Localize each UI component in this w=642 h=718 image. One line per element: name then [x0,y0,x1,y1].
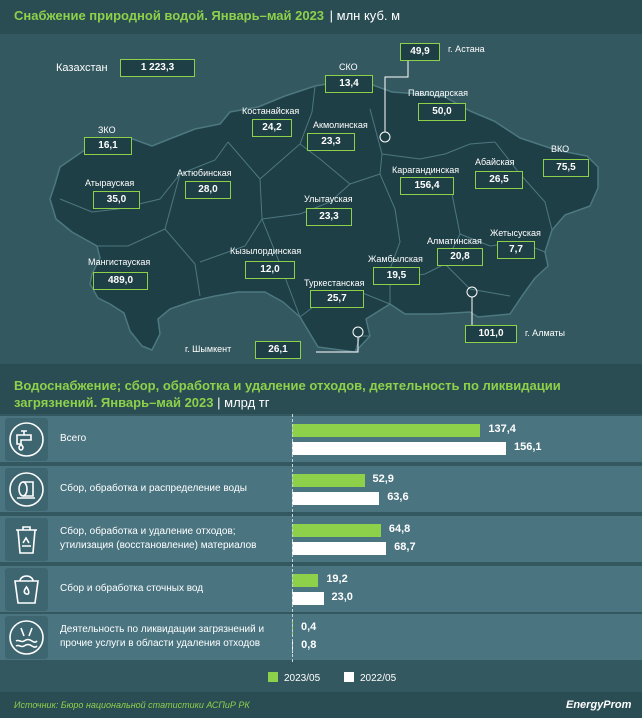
source-note: Источник: Бюро национальной статистики А… [14,700,250,710]
water-pipe-icon [5,468,48,511]
chart-row: Сбор и обработка сточных вод 19,2 23,0 [0,566,642,612]
recycle-bin-icon [5,518,48,561]
region-label-zko: ЗКО [98,125,116,135]
legend-item-2022: 2022/05 [344,672,396,684]
region-label-turkestan: Туркестанская [304,278,365,288]
bar-2022-05 [292,542,387,555]
region-label-almaty-city: г. Алматы [525,328,566,338]
category-label: Сбор, обработка и распределение воды [60,482,247,496]
region-value-turkestan: 25,7 [310,290,364,308]
region-label-ulytau: Улытауская [304,194,353,204]
region-label-zhetisu: Жетысуская [490,228,541,238]
data-label: 52,9 [372,473,394,485]
water-tap-icon [5,418,48,461]
region-label-atyrau: Атырауская [85,178,135,188]
region-label-akmola: Акмолинская [313,120,368,130]
bar-2022-05 [292,492,380,505]
region-value-shymkent: 26,1 [255,341,301,359]
region-value-zhambyl: 19,5 [373,267,420,285]
region-value-zko: 16,1 [84,137,132,155]
region-label-shymkent: г. Шымкент [185,344,232,354]
category-label: Сбор и обработка сточных вод [60,582,203,596]
region-label-almaty-region: Алматинская [427,236,482,246]
region-value-mangistau: 489,0 [93,272,148,290]
bar-2023-05 [292,474,365,487]
region-label-kyzylorda: Кызылординская [230,246,302,256]
region-label-astana: г. Астана [448,44,485,54]
data-label: 68,7 [394,541,416,553]
region-value-atyrau: 35,0 [93,191,140,209]
region-value-ulytau: 23,3 [306,208,352,226]
category-label: Всего [60,432,86,446]
region-label-karaganda: Карагандинская [392,165,460,175]
data-label: 64,8 [388,523,411,535]
bar-2022-05 [292,442,506,455]
data-label: 23,0 [331,591,353,603]
region-value-astana: 49,9 [400,43,440,61]
map-title: Снабжение природной водой. Январь–май 20… [14,8,401,23]
category-label-line: утилизация (восстановление) материалов [60,540,257,551]
category-label-line: Сбор, обработка и удаление отходов; [60,526,236,537]
region-value-vko: 75,5 [543,159,589,177]
bar-2023-05 [292,574,319,587]
region-value-aktobe: 28,0 [185,181,231,199]
data-label: 0,8 [301,639,317,651]
pollution-cleanup-icon [5,616,48,659]
data-label: 19,2 [326,573,348,585]
footer-bar [0,692,642,718]
region-label-pavlodar: Павлодарская [408,88,468,98]
region-value-almaty-region: 20,8 [437,248,483,266]
region-value-karaganda: 156,4 [400,177,454,195]
category-label-line: Сбор и обработка сточных вод [60,583,204,594]
category-label-line: Сбор, обработка и распределение воды [60,483,247,494]
section2-title: Водоснабжение; сбор, обработка и удалени… [14,378,561,410]
chart-baseline [292,414,293,662]
brand-logo: EnergyProm [566,699,632,711]
sewage-bucket-icon [5,568,48,611]
region-value-akmola: 23,3 [307,133,355,151]
region-value-pavlodar: 50,0 [418,103,466,121]
region-value-kostanay: 24,2 [252,119,292,137]
region-value-zhetisu: 7,7 [497,241,535,259]
region-label-vko: ВКО [551,144,570,154]
chart-row: Сбор, обработка и распределение воды 52,9… [0,466,642,512]
data-label: 137,4 [488,423,516,435]
bar-2023-05 [292,424,481,437]
chart-row: Сбор, обработка и удаление отходов; утили… [0,516,642,562]
chart-row: Всего 137,4 156,1 [0,416,642,462]
bar-2022-05 [292,592,324,605]
legend-swatch-2023 [268,672,278,682]
category-label-line: Всего [60,433,87,444]
category-label-line: Деятельность по ликвидации загрязнений и [60,624,265,635]
legend-item-2023: 2023/05 [268,672,320,684]
bar-2023-05 [292,524,381,537]
region-value-sko: 13,4 [325,75,373,93]
legend-swatch-2022 [344,672,354,682]
data-label: 0,4 [301,621,317,633]
category-label: Деятельность по ликвидации загрязнений и… [60,623,264,651]
region-label-sko: СКО [339,62,358,72]
kazakhstan-label: Казахстан [56,62,108,74]
data-label: 63,6 [387,491,409,503]
region-label-abay: Абайская [475,157,515,167]
data-label: 156,1 [514,441,542,453]
category-label-line: прочие услуги в области удаления отходов [60,638,261,649]
region-value-abay: 26,5 [475,171,523,189]
category-label: Сбор, обработка и удаление отходов; утили… [60,525,256,553]
header-bar [0,0,642,34]
region-value-kyzylorda: 12,0 [245,261,295,279]
kazakhstan-value: 1 223,3 [120,59,195,77]
region-label-zhambyl: Жамбылская [368,254,423,264]
region-label-aktobe: Актюбинская [177,168,232,178]
chart-row: Деятельность по ликвидации загрязнений и… [0,614,642,660]
region-label-kostanay: Костанайская [242,106,300,116]
region-label-mangistau: Мангистауская [88,257,151,267]
region-value-almaty-city: 101,0 [465,325,517,343]
section2-header [0,364,642,414]
